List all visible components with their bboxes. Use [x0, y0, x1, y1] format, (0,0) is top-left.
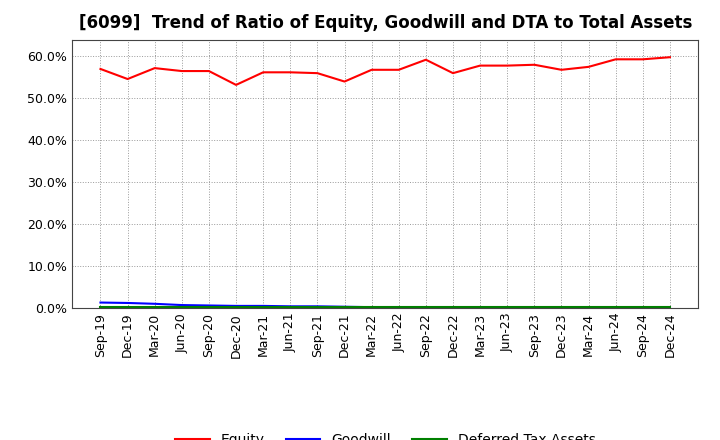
Equity: [178, 68, 186, 73]
Equity: [150, 66, 159, 71]
Legend: Equity, Goodwill, Deferred Tax Assets: Equity, Goodwill, Deferred Tax Assets: [169, 428, 601, 440]
Title: [6099]  Trend of Ratio of Equity, Goodwill and DTA to Total Assets: [6099] Trend of Ratio of Equity, Goodwil…: [78, 15, 692, 33]
Equity: [96, 66, 105, 72]
Goodwill: [367, 304, 376, 310]
Deferred Tax Assets: [611, 304, 620, 310]
Goodwill: [557, 305, 566, 310]
Goodwill: [232, 303, 240, 308]
Deferred Tax Assets: [259, 304, 268, 310]
Equity: [123, 77, 132, 82]
Equity: [341, 79, 349, 84]
Equity: [313, 70, 322, 76]
Deferred Tax Assets: [584, 304, 593, 310]
Goodwill: [204, 303, 213, 308]
Deferred Tax Assets: [503, 304, 511, 310]
Goodwill: [123, 301, 132, 306]
Goodwill: [259, 303, 268, 308]
Equity: [367, 67, 376, 73]
Goodwill: [665, 305, 674, 311]
Deferred Tax Assets: [96, 304, 105, 310]
Goodwill: [150, 301, 159, 306]
Deferred Tax Assets: [123, 304, 132, 310]
Goodwill: [611, 305, 620, 311]
Deferred Tax Assets: [665, 304, 674, 310]
Goodwill: [421, 305, 430, 310]
Equity: [232, 82, 240, 88]
Equity: [286, 70, 294, 75]
Deferred Tax Assets: [232, 304, 240, 310]
Equity: [395, 67, 403, 73]
Deferred Tax Assets: [557, 304, 566, 310]
Goodwill: [341, 304, 349, 309]
Equity: [421, 57, 430, 62]
Goodwill: [395, 305, 403, 310]
Deferred Tax Assets: [150, 304, 159, 310]
Goodwill: [503, 305, 511, 310]
Line: Goodwill: Goodwill: [101, 303, 670, 308]
Goodwill: [286, 304, 294, 309]
Deferred Tax Assets: [639, 304, 647, 310]
Deferred Tax Assets: [178, 304, 186, 310]
Deferred Tax Assets: [449, 304, 457, 310]
Equity: [665, 55, 674, 60]
Goodwill: [584, 305, 593, 310]
Deferred Tax Assets: [421, 304, 430, 310]
Goodwill: [96, 300, 105, 305]
Equity: [204, 68, 213, 73]
Deferred Tax Assets: [476, 304, 485, 310]
Goodwill: [476, 305, 485, 310]
Equity: [584, 64, 593, 70]
Equity: [611, 57, 620, 62]
Equity: [639, 57, 647, 62]
Equity: [557, 67, 566, 73]
Goodwill: [178, 302, 186, 308]
Goodwill: [313, 304, 322, 309]
Deferred Tax Assets: [313, 304, 322, 310]
Equity: [259, 70, 268, 75]
Goodwill: [639, 305, 647, 311]
Goodwill: [530, 305, 539, 310]
Deferred Tax Assets: [530, 304, 539, 310]
Equity: [449, 70, 457, 76]
Goodwill: [449, 305, 457, 310]
Deferred Tax Assets: [395, 304, 403, 310]
Deferred Tax Assets: [341, 304, 349, 310]
Deferred Tax Assets: [204, 304, 213, 310]
Line: Equity: Equity: [101, 57, 670, 85]
Deferred Tax Assets: [286, 304, 294, 310]
Equity: [530, 62, 539, 67]
Equity: [476, 63, 485, 68]
Equity: [503, 63, 511, 68]
Deferred Tax Assets: [367, 304, 376, 310]
